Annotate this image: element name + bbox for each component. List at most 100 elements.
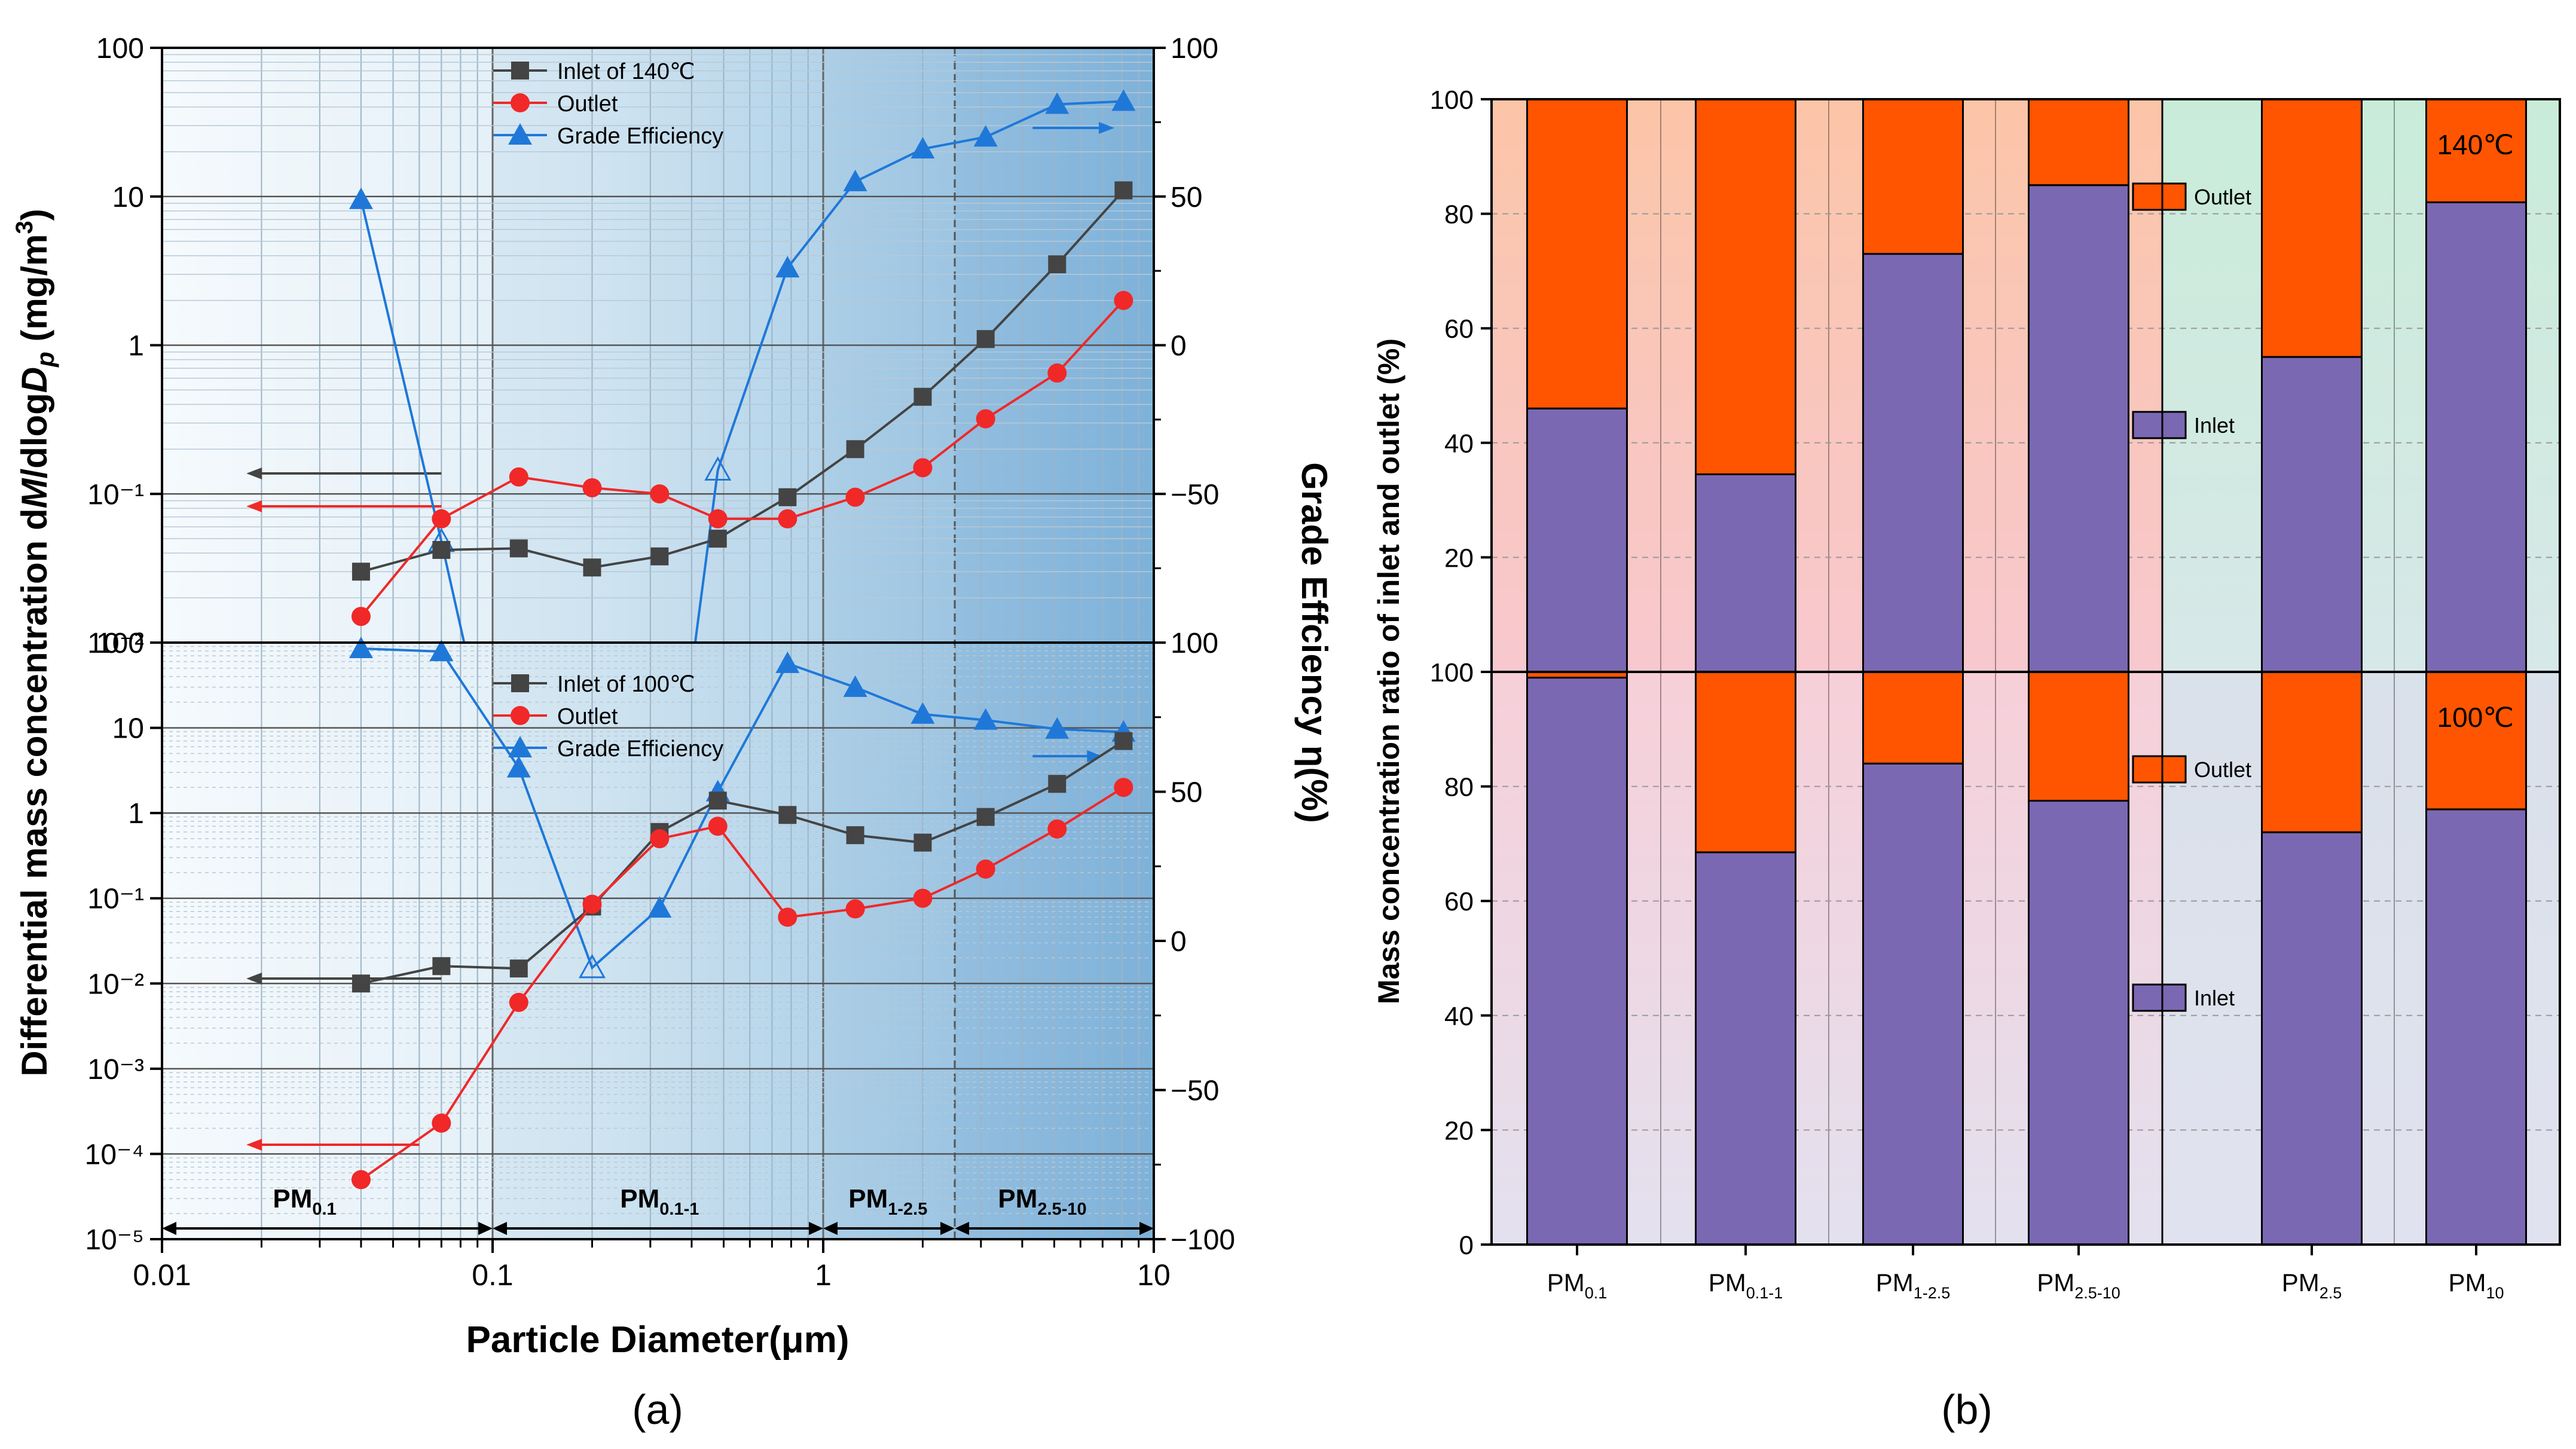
bar-inlet [2425, 201, 2527, 673]
data-point-circle [582, 478, 602, 497]
sublabel-a: (a) [632, 1386, 683, 1433]
series-line-inlet [360, 739, 1124, 985]
data-point-square [1114, 181, 1133, 200]
range-arrowhead [1139, 1222, 1154, 1235]
chart-a-y-axis-title: Differential mass concentration dM/dlogD… [11, 209, 59, 1076]
data-point-circle [913, 458, 933, 478]
data-point-square [846, 826, 864, 845]
data-point-square [1048, 255, 1067, 274]
data-point-square [352, 974, 370, 993]
data-point-triangle [349, 187, 373, 209]
y-tick-label: 100 [96, 33, 144, 65]
legend-swatch [2132, 983, 2187, 1012]
y-tick-label: 80 [1444, 200, 1474, 230]
y-tick-label: 80 [1444, 773, 1474, 802]
range-arrowhead [940, 1222, 955, 1235]
data-point-triangle [843, 169, 867, 191]
data-point-triangle [429, 639, 454, 661]
bar-inlet [2261, 356, 2363, 673]
chart-b-y-axis-title: Mass concentration ratio of inlet and ou… [1372, 338, 1405, 1004]
range-arrowhead [162, 1222, 176, 1235]
bar-inlet [2028, 800, 2129, 1246]
chart-a: PM0.1 PM0.1-1 PM1-2.5 PM2.5-10 Inlet of 140… [11, 33, 1334, 1433]
chart-a-annotations: PM0.1 PM0.1-1 PM1-2.5 PM2.5-10 [162, 122, 1154, 1235]
y-tick-label: 20 [1444, 543, 1474, 573]
y-tick-label: 0 [1459, 658, 1474, 687]
bar-inlet [1862, 762, 1964, 1246]
data-point-triangle [973, 125, 998, 147]
data-point-square [976, 808, 995, 826]
chart-b: 140℃ 100℃ Outlet Inlet Outlet Inlet 0 20 40 60 8… [1372, 85, 2561, 1433]
data-point-triangle [843, 675, 867, 697]
data-point-circle [1114, 291, 1133, 310]
bar-inlet [1526, 677, 1628, 1246]
right-y-tick-label: 0 [1171, 926, 1187, 958]
range-arrowhead [823, 1222, 838, 1235]
data-point-square [432, 957, 451, 976]
data-point-circle [976, 409, 995, 429]
y-tick-label: 100 [96, 628, 144, 659]
data-point-square [511, 62, 529, 80]
right-y-tick-label: 100 [1171, 33, 1218, 65]
y-tick-label: 10 [112, 713, 144, 745]
right-y-tick-label: −100 [1171, 1224, 1235, 1256]
y-tick-label: 10⁻¹ [87, 479, 144, 510]
x-tick-label: PM0.1-1 [1709, 1268, 1783, 1302]
x-tick-label: 0.1 [472, 1258, 514, 1292]
x-tick-label: 0.01 [133, 1258, 191, 1292]
sublabel-b: (b) [1941, 1386, 1993, 1433]
legend-label: Inlet of 100℃ [557, 672, 695, 697]
data-point-triangle [910, 137, 935, 159]
x-tick-label: 1 [815, 1258, 832, 1292]
data-point-square [708, 791, 727, 810]
y-tick-label: 1 [128, 331, 144, 362]
data-point-triangle [1045, 92, 1069, 114]
data-point-circle [976, 859, 995, 879]
bar-inlet [1526, 407, 1628, 673]
right-y-tick-label: −50 [1171, 1075, 1219, 1107]
axis-indicator-arrowhead [1099, 122, 1115, 134]
chart-a-x-axis-title: Particle Diameter(μm) [466, 1319, 850, 1361]
data-point-circle [778, 509, 797, 528]
data-point-circle [778, 907, 797, 927]
legend-label: Grade Efficiency [557, 124, 723, 149]
right-y-tick-label: 100 [1171, 628, 1218, 659]
bar-outlet [2028, 671, 2129, 802]
bar-inlet [2028, 184, 2129, 673]
data-point-triangle [506, 756, 531, 778]
axis-indicator-arrowhead [1087, 750, 1103, 762]
y-tick-label: 100 [1430, 85, 1474, 115]
data-point-triangle [910, 702, 935, 724]
y-tick-label: 10⁻² [87, 968, 144, 1000]
y-tick-label: 10⁻³ [87, 1054, 144, 1086]
y-tick-label: 10 [112, 182, 144, 213]
bar-outlet [2261, 671, 2363, 833]
panel-temperature-label: 140℃ [2437, 129, 2514, 160]
x-tick-label: PM10 [2448, 1268, 2504, 1302]
data-point-circle [650, 484, 670, 504]
legend-label: Inlet [2194, 986, 2235, 1010]
bar-outlet [2261, 98, 2363, 358]
y-tick-label: 10⁻² [87, 628, 144, 659]
data-point-circle [708, 509, 728, 528]
data-point-square [583, 558, 601, 577]
legend-label: Outlet [557, 704, 618, 729]
bar-outlet [1695, 98, 1796, 475]
legend-label: Grade Efficiency [557, 736, 723, 762]
chart-a-right-y-axis-title: Grade Effciency η(%) [1294, 462, 1334, 823]
x-tick-label: PM2.5-10 [2037, 1268, 2120, 1302]
data-point-square [432, 540, 451, 559]
legend-swatch [2132, 755, 2187, 784]
data-point-triangle [349, 636, 373, 658]
legend-label: Inlet of 140℃ [557, 59, 695, 84]
data-point-triangle [775, 651, 800, 673]
chart-b-bars: 140℃ 100℃ [1526, 98, 2527, 1246]
bar-inlet [1695, 473, 1796, 673]
data-point-circle [1047, 819, 1067, 839]
range-arrowhead [809, 1222, 823, 1235]
data-point-square [509, 539, 528, 558]
legend-label: Outlet [557, 91, 618, 117]
legend-swatch [2132, 182, 2187, 211]
data-point-triangle-hollow [704, 456, 732, 481]
